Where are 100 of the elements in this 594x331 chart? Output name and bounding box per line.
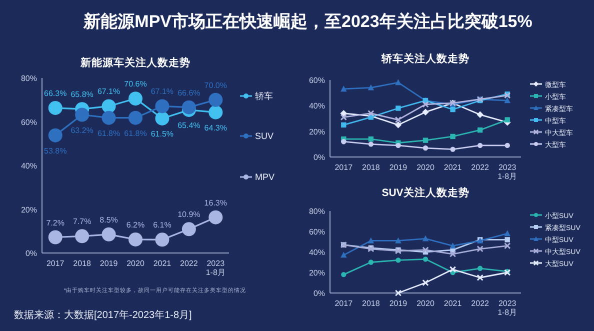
point [48,230,62,244]
x-tick-label: 2019 [389,163,408,172]
x-tick-label: 2021 [444,299,462,308]
data-label: 70.0% [204,80,227,90]
point [422,138,428,143]
point [75,108,90,122]
x-tick-label: 2018 [362,299,380,308]
data-label: 61.8% [97,128,120,138]
point [340,86,347,92]
source-note: 数据来源：大数据[2017年-2023年1-8月] [14,309,192,321]
point [422,246,429,254]
point [504,142,510,148]
x-tick-label: 2020 [416,299,435,308]
x-tick-label: 2017 [334,163,354,172]
data-label: 66.6% [178,88,200,98]
y-tick-label: 40% [308,102,325,111]
y-tick-label: 20% [308,268,325,278]
chart-subtitle: 新能源车关注人数走势 [80,56,190,69]
point [504,117,510,122]
point [155,111,170,126]
x-tick-label: 2019 [389,299,408,308]
point [341,122,346,128]
data-label: 61.8% [124,128,147,138]
data-label: 7.2% [46,218,64,228]
x-tick-label: 2023 1-8月 [498,163,518,182]
data-label: 66.3% [44,88,67,98]
y-tick-label: 60% [308,228,325,236]
point [396,142,401,148]
data-label: 8.5% [100,215,118,224]
point [395,79,402,86]
point [368,237,374,244]
x-tick-label: 2020 [126,259,145,268]
point [395,237,402,244]
y-tick-label: 40% [308,248,325,257]
y-tick-label: 80% [20,74,37,83]
legend-label: SUV [255,131,274,141]
x-tick-label: 2022 [471,163,490,172]
data-label: 16.3% [204,198,227,208]
point [128,92,142,106]
data-label: 6.2% [126,220,145,230]
x-tick-label: 2019 [100,259,118,268]
point [208,210,223,224]
x-tick-label: 2021 [153,259,172,268]
point [182,222,196,236]
point [368,84,374,90]
point [368,260,374,265]
point [75,229,90,244]
point [368,110,374,117]
point [449,266,456,273]
point [341,139,346,144]
x-tick-label: 2021 [444,163,462,172]
point [504,97,510,104]
y-tick-label: 20% [20,205,37,214]
x-tick-label: 2018 [362,163,380,172]
point [504,242,511,250]
y-tick-label: 0% [313,153,325,162]
point [450,106,456,112]
y-tick-label: 20% [308,127,325,136]
data-label: 67.1% [150,87,174,96]
x-tick-label: 2022 [471,299,490,308]
point [476,246,484,252]
point [155,99,170,114]
point [449,250,456,258]
data-label: 63.2% [70,126,94,135]
point [477,127,483,133]
y-tick-label: 0% [25,249,37,258]
point [422,101,429,108]
point [182,100,196,114]
data-label: 10.9% [178,210,200,220]
point [341,272,346,278]
data-label: 7.7% [72,217,92,226]
y-tick-label: 60% [20,118,37,127]
y-tick-label: 40% [20,162,37,170]
point [477,142,483,148]
data-label: 67.1% [97,87,120,96]
point [476,111,484,118]
point [394,122,402,128]
point [422,235,429,242]
point [477,266,483,271]
chart-title: 轿车关注人数走势 [380,52,470,65]
point [396,106,401,111]
data-label: 70.6% [124,80,147,89]
x-tick-label: 2023 1-8月 [498,299,518,318]
point [476,274,484,281]
y-tick-label: 0% [313,289,325,298]
point [128,232,142,246]
point [48,128,62,142]
point [208,92,223,107]
x-tick-label: 2018 [73,259,92,268]
legend-label: MPV [255,172,275,182]
point [128,110,142,125]
legend-label: 轿车 [255,91,273,101]
point [422,108,429,116]
point [155,232,170,247]
point [422,145,428,151]
point [102,99,116,114]
point [450,134,456,140]
y-tick-label: 60% [308,76,325,85]
point [422,279,429,286]
point [396,258,401,263]
